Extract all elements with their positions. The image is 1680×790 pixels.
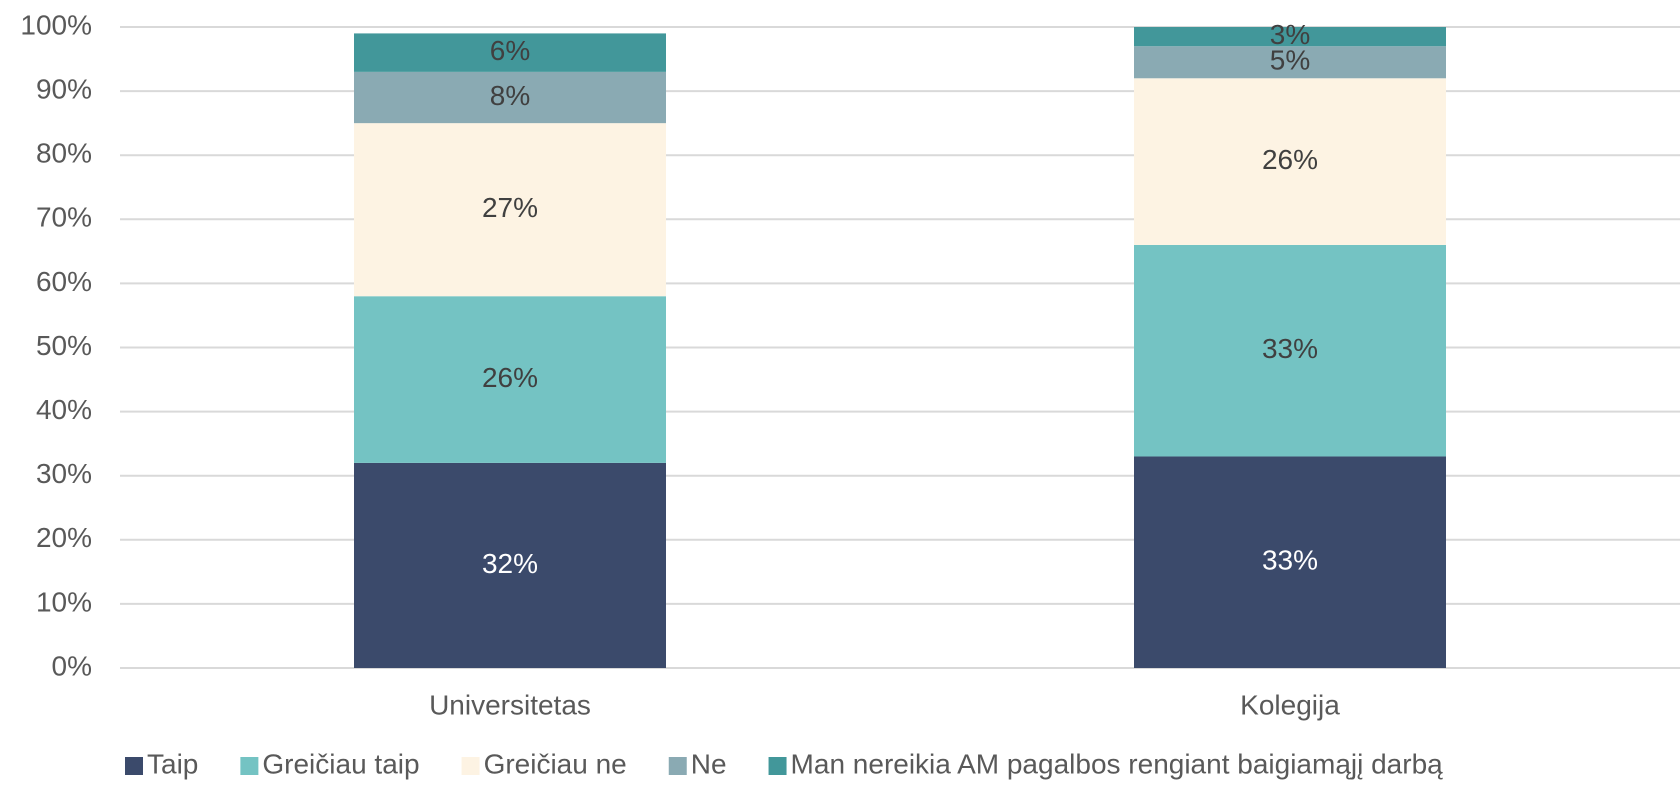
legend-swatch [668,757,687,775]
bar-segment [354,296,666,463]
bar-segment [354,33,666,72]
data-label: 33% [1262,545,1318,576]
data-label: 8% [490,80,530,111]
legend-swatch [125,757,143,775]
legend-swatch [768,757,787,775]
legend-swatch [240,757,259,775]
y-tick-label: 80% [36,138,92,169]
bar-segment [1134,46,1446,79]
y-tick-label: 70% [36,202,92,233]
y-tick-label: 40% [36,394,92,425]
bar-segment [1134,78,1446,245]
data-label: 32% [482,548,538,579]
legend-label: Man nereikia AM pagalbos rengiant baigia… [791,748,1444,779]
bar-segment [354,123,666,297]
bar-segment [1134,244,1446,457]
x-tick-label: Kolegija [1240,689,1340,720]
y-tick-label: 0% [52,650,92,681]
data-label: 26% [482,362,538,393]
legend-label: Greičiau taip [262,748,419,779]
x-tick-label: Universitetas [429,689,591,720]
bar-segment [354,71,666,124]
bar-segment [354,462,666,668]
data-label: 3% [1270,19,1310,50]
y-tick-label: 50% [36,330,92,361]
bar-segment [1134,456,1446,668]
y-tick-label: 60% [36,266,92,297]
data-label: 26% [1262,144,1318,175]
data-label: 5% [1270,45,1310,76]
y-tick-label: 90% [36,73,92,104]
legend-label: Taip [147,748,198,779]
data-label: 33% [1262,333,1318,364]
data-label: 27% [482,192,538,223]
legend-label: Ne [691,748,727,779]
y-tick-label: 30% [36,458,92,489]
y-tick-label: 100% [20,9,92,40]
y-tick-label: 10% [36,586,92,617]
y-tick-label: 20% [36,522,92,553]
legend-label: Greičiau ne [484,748,627,779]
bar-segment [1134,27,1446,47]
legend-swatch [461,757,480,775]
data-label: 6% [490,35,530,66]
